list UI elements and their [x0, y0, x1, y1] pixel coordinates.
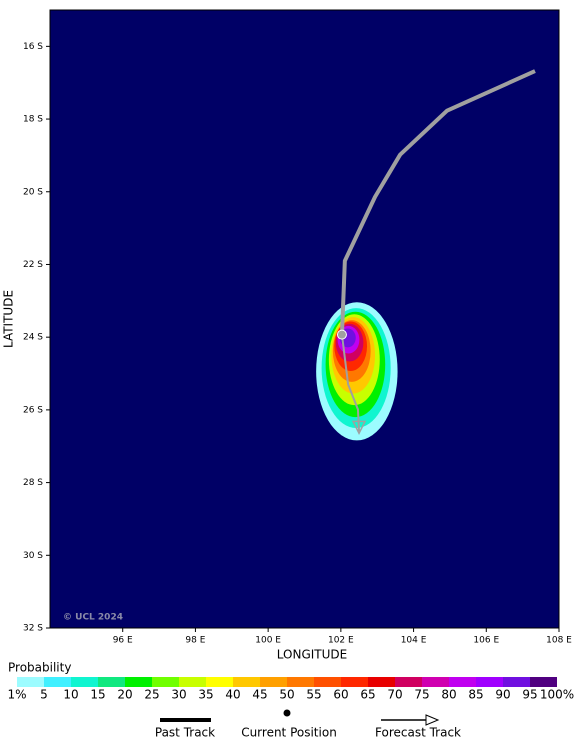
colorbar-label: 25 — [144, 688, 159, 702]
x-tick-label: 98 E — [185, 636, 205, 646]
colorbar-label: 20 — [117, 688, 132, 702]
x-tick-label: 106 E — [473, 636, 499, 646]
x-tick-label: 108 E — [546, 636, 572, 646]
colorbar-label: 90 — [495, 688, 510, 702]
y-tick-label: 26 S — [23, 405, 43, 415]
y-tick-label: 30 S — [23, 551, 43, 561]
legend-arrowhead — [425, 714, 440, 726]
forecast-arrowhead — [351, 420, 367, 436]
y-tick-label: 32 S — [23, 624, 43, 634]
colorbar-swatch — [71, 677, 98, 687]
map-background — [50, 10, 559, 628]
colorbar-label: 80 — [441, 688, 456, 702]
colorbar-label: 10 — [63, 688, 78, 702]
colorbar-swatch — [422, 677, 449, 687]
colorbar-swatch — [152, 677, 179, 687]
y-tick-label: 16 S — [23, 42, 43, 52]
y-tick-label: 18 S — [23, 115, 43, 125]
colorbar-swatch — [125, 677, 152, 687]
current-position — [336, 329, 347, 340]
colorbar-swatch — [98, 677, 125, 687]
colorbar-label: 60 — [333, 688, 348, 702]
colorbar-label: 65 — [360, 688, 375, 702]
colorbar-label: 70 — [387, 688, 402, 702]
colorbar-label: 45 — [252, 688, 267, 702]
y-tick-label: 20 S — [23, 187, 43, 197]
y-tick-label: 28 S — [23, 478, 43, 488]
x-axis-label: LONGITUDE — [277, 648, 347, 662]
x-tick-label: 104 E — [401, 636, 427, 646]
colorbar-swatch — [206, 677, 233, 687]
colorbar-label: 1% — [7, 688, 26, 702]
colorbar-label: 50 — [279, 688, 294, 702]
colorbar-swatch — [476, 677, 503, 687]
forecast-track — [340, 334, 361, 432]
colorbar-title: Probability — [8, 661, 71, 675]
x-tick-label: 96 E — [113, 636, 133, 646]
colorbar-swatch — [503, 677, 530, 687]
colorbar-label: 5 — [40, 688, 48, 702]
colorbar-swatch — [314, 677, 341, 687]
colorbar-swatch — [368, 677, 395, 687]
colorbar-swatch — [395, 677, 422, 687]
colorbar-swatch — [44, 677, 71, 687]
colorbar-swatch — [530, 677, 557, 687]
legend-label: Past Track — [155, 726, 215, 740]
colorbar-swatch — [179, 677, 206, 687]
x-tick-label: 100 E — [255, 636, 281, 646]
colorbar-label: 100% — [540, 688, 574, 702]
x-tick-label: 102 E — [328, 636, 354, 646]
y-tick-label: 24 S — [23, 333, 43, 343]
colorbar-label: 40 — [225, 688, 240, 702]
map-frame — [49, 9, 560, 629]
colorbar-swatch — [233, 677, 260, 687]
colorbar-swatch — [260, 677, 287, 687]
past-track — [339, 69, 536, 335]
y-axis-label: LATITUDE — [2, 290, 16, 348]
colorbar-label: 75 — [414, 688, 429, 702]
colorbar-label: 85 — [468, 688, 483, 702]
colorbar-label: 95 — [522, 688, 537, 702]
legend-label: Current Position — [241, 726, 337, 740]
colorbar-label: 30 — [171, 688, 186, 702]
legend-current-position — [283, 709, 291, 717]
copyright: © UCL 2024 — [63, 613, 123, 623]
colorbar-label: 55 — [306, 688, 321, 702]
legend-label: Forecast Track — [375, 726, 461, 740]
colorbar-swatch — [341, 677, 368, 687]
colorbar-swatch — [449, 677, 476, 687]
colorbar-label: 15 — [90, 688, 105, 702]
colorbar-swatch — [17, 677, 44, 687]
y-tick-label: 22 S — [23, 260, 43, 270]
colorbar-swatch — [287, 677, 314, 687]
colorbar-label: 35 — [198, 688, 213, 702]
